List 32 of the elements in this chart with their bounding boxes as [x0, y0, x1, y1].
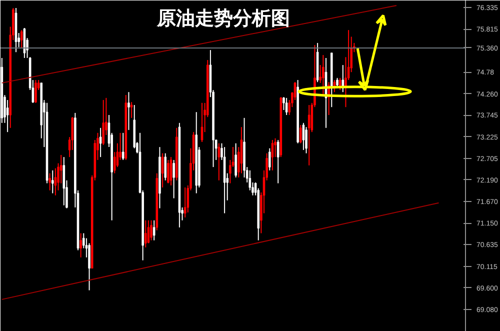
candlestick	[299, 124, 302, 144]
candlestick	[268, 148, 271, 171]
candlestick	[34, 80, 37, 104]
candlestick	[144, 220, 147, 248]
candlestick	[200, 102, 204, 143]
candlestick	[184, 186, 186, 218]
chart-title: 原油走势分析图	[156, 8, 290, 30]
candlestick	[122, 132, 124, 160]
candlestick	[80, 232, 82, 258]
candlestick	[130, 102, 133, 118]
candlestick	[308, 104, 310, 166]
candlestick	[164, 152, 167, 181]
candlestick	[6, 100, 9, 133]
candlestick	[20, 30, 23, 48]
candlestick	[276, 139, 280, 184]
candlestick	[51, 170, 54, 194]
candlestick	[99, 127, 102, 158]
candlestick	[102, 100, 105, 146]
candlestick	[150, 220, 152, 241]
candlestick	[218, 142, 220, 181]
candlestick	[167, 159, 170, 184]
candlestick	[62, 156, 66, 206]
candlestick	[338, 77, 342, 91]
candlestick	[48, 172, 51, 191]
candlestick	[152, 220, 156, 241]
candlestick	[322, 54, 324, 96]
candlestick	[128, 92, 130, 130]
candlestick	[302, 122, 305, 150]
candlestick	[234, 142, 237, 178]
candlestick	[172, 159, 175, 199]
candlestick	[305, 126, 308, 154]
candlestick	[285, 97, 288, 116]
